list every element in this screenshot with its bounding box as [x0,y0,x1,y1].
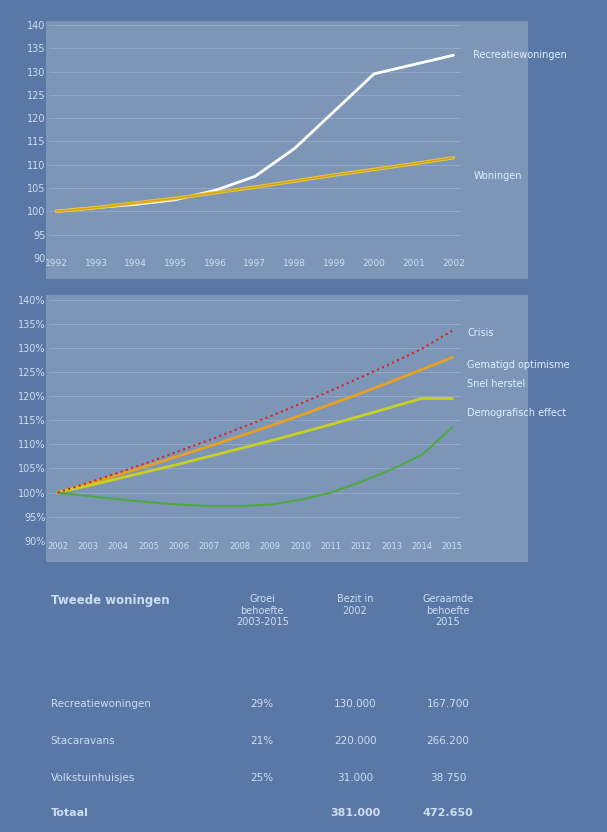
Text: Groei
behoefte
2003-2015: Groei behoefte 2003-2015 [236,594,289,627]
Text: 381.000: 381.000 [330,809,380,819]
Text: Tweede woningen: Tweede woningen [51,594,169,607]
Text: 266.200: 266.200 [427,736,469,746]
Text: Gematigd optimisme: Gematigd optimisme [467,359,570,369]
Text: 472.650: 472.650 [422,809,473,819]
Text: Woningen: Woningen [473,171,522,181]
Text: Snel herstel: Snel herstel [467,379,526,389]
Text: 220.000: 220.000 [334,736,376,746]
Text: Crisis: Crisis [467,329,494,339]
Text: Recreatiewoningen: Recreatiewoningen [51,699,151,709]
Text: 38.750: 38.750 [430,774,466,784]
Text: Demografisch effect: Demografisch effect [467,408,566,418]
Text: 25%: 25% [251,774,274,784]
Text: 21%: 21% [251,736,274,746]
Text: Geraamde
behoefte
2015: Geraamde behoefte 2015 [422,594,473,627]
Text: 29%: 29% [251,699,274,709]
Text: Bezit in
2002: Bezit in 2002 [337,594,373,616]
Text: Volkstuinhuisjes: Volkstuinhuisjes [51,774,135,784]
Text: 167.700: 167.700 [427,699,469,709]
Text: Totaal: Totaal [51,809,89,819]
Text: Stacaravans: Stacaravans [51,736,115,746]
Text: 130.000: 130.000 [334,699,376,709]
Text: Recreatiewoningen: Recreatiewoningen [473,50,567,60]
Text: 31.000: 31.000 [337,774,373,784]
